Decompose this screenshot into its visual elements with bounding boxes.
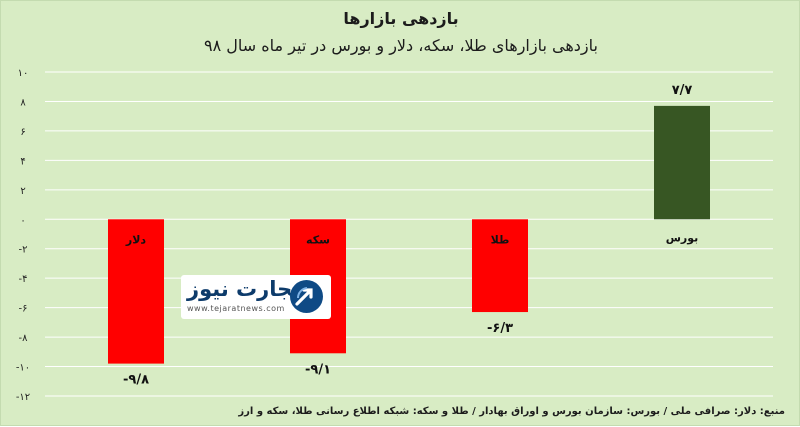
bar xyxy=(654,105,710,220)
chart-title: بازدهی بازارها xyxy=(343,9,459,28)
data-label: -۹/۸ xyxy=(123,373,149,388)
y-tick-label: -۶ xyxy=(19,304,28,315)
category-label: طلا xyxy=(491,233,510,246)
y-tick-label: ۰ xyxy=(20,215,25,226)
category-label: دلار xyxy=(125,233,147,246)
data-label: -۹/۱ xyxy=(305,362,331,377)
bar xyxy=(108,219,164,364)
y-tick-label: ۴ xyxy=(20,156,25,167)
y-tick-label: -۱۲ xyxy=(16,392,30,403)
publisher-logo: تجارت نیوز www.tejaratnews.com xyxy=(181,275,331,319)
y-tick-label: ۲ xyxy=(20,186,25,197)
y-tick-label: -۸ xyxy=(19,333,29,344)
y-tick-label: -۲ xyxy=(19,245,28,256)
chart-subtitle: بازدهی بازارهای طلا، سکه، دلار و بورس در… xyxy=(204,36,598,55)
logo-url: www.tejaratnews.com xyxy=(187,304,285,313)
y-tick-label: -۴ xyxy=(19,274,28,285)
data-label: ۷/۷ xyxy=(672,83,693,98)
category-label: سکه xyxy=(306,233,330,246)
bar xyxy=(472,219,528,313)
data-label: -۶/۳ xyxy=(487,321,513,336)
source-note: منبع: دلار: صرافی ملی / بورس: سازمان بور… xyxy=(238,406,785,417)
y-tick-label: ۶ xyxy=(20,127,25,138)
y-tick-label: ۸ xyxy=(20,97,26,108)
tejarat-news-arrow-icon xyxy=(290,280,323,313)
logo-name: تجارت نیوز xyxy=(187,277,301,301)
category-label: بورس xyxy=(666,231,699,244)
y-tick-label: ۱۰ xyxy=(18,68,29,79)
y-tick-label: -۱۰ xyxy=(16,363,30,374)
